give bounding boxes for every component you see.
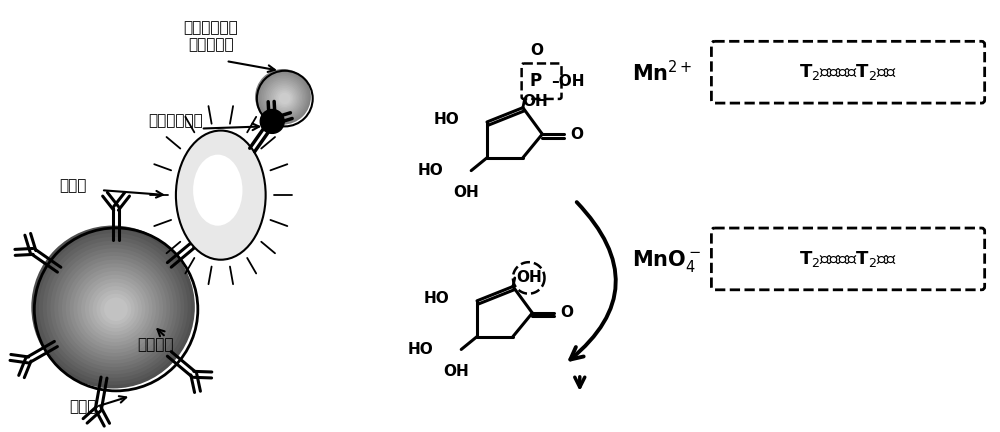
Text: –OH: –OH <box>551 74 584 89</box>
Circle shape <box>264 77 304 118</box>
Text: OH: OH <box>443 364 469 379</box>
Text: T$_2$信号弱，T$_2$值大: T$_2$信号弱，T$_2$值大 <box>799 249 897 269</box>
Circle shape <box>77 271 152 346</box>
Circle shape <box>257 71 309 123</box>
FancyBboxPatch shape <box>711 228 985 290</box>
Text: OH: OH <box>522 94 548 109</box>
Circle shape <box>267 81 301 114</box>
Circle shape <box>93 286 138 332</box>
Text: 捕获抗体: 捕获抗体 <box>138 337 174 352</box>
Text: Mn$^{2+}$: Mn$^{2+}$ <box>632 60 692 85</box>
Circle shape <box>274 88 295 108</box>
Circle shape <box>58 252 170 364</box>
Circle shape <box>104 298 128 321</box>
Text: OH: OH <box>516 270 542 286</box>
Circle shape <box>96 290 135 328</box>
Circle shape <box>73 267 156 349</box>
Text: MnO$_4^-$: MnO$_4^-$ <box>632 248 701 274</box>
Text: P: P <box>529 72 541 90</box>
Circle shape <box>47 241 181 374</box>
Circle shape <box>279 93 290 104</box>
Circle shape <box>258 72 308 122</box>
Circle shape <box>54 248 174 367</box>
Circle shape <box>265 79 302 116</box>
Circle shape <box>50 245 177 371</box>
Circle shape <box>277 91 292 106</box>
Text: HO: HO <box>418 163 443 178</box>
Text: 磁颗粒: 磁颗粒 <box>69 399 97 414</box>
Ellipse shape <box>176 130 266 260</box>
Circle shape <box>270 84 298 111</box>
Circle shape <box>31 226 195 388</box>
Circle shape <box>85 279 145 339</box>
Ellipse shape <box>193 155 242 226</box>
Text: 亲和素标记的
碱性磷酸酶: 亲和素标记的 碱性磷酸酶 <box>183 20 238 52</box>
Text: HO: HO <box>423 291 449 306</box>
Circle shape <box>100 294 131 324</box>
Circle shape <box>269 83 299 113</box>
Circle shape <box>255 69 311 124</box>
Text: 生物素化抗体: 生物素化抗体 <box>149 113 203 128</box>
Text: OH: OH <box>453 185 479 200</box>
Circle shape <box>89 283 142 335</box>
Circle shape <box>70 264 160 353</box>
Circle shape <box>275 89 293 107</box>
Text: O: O <box>570 127 583 142</box>
Text: HO: HO <box>408 342 433 357</box>
FancyBboxPatch shape <box>711 41 985 103</box>
Text: O: O <box>560 305 573 321</box>
Circle shape <box>260 110 284 133</box>
Circle shape <box>272 86 296 110</box>
Circle shape <box>260 74 307 120</box>
FancyArrowPatch shape <box>570 202 616 359</box>
Circle shape <box>262 76 305 119</box>
Circle shape <box>62 256 167 360</box>
Circle shape <box>66 260 163 356</box>
Text: T$_2$信号强，T$_2$值小: T$_2$信号强，T$_2$值小 <box>799 62 897 82</box>
FancyBboxPatch shape <box>522 64 562 99</box>
Text: HO: HO <box>433 112 459 127</box>
Text: 致病菌: 致病菌 <box>60 178 87 193</box>
Text: O: O <box>531 42 544 57</box>
Circle shape <box>43 237 184 378</box>
Circle shape <box>39 233 188 381</box>
Circle shape <box>81 275 149 343</box>
Circle shape <box>35 229 191 385</box>
